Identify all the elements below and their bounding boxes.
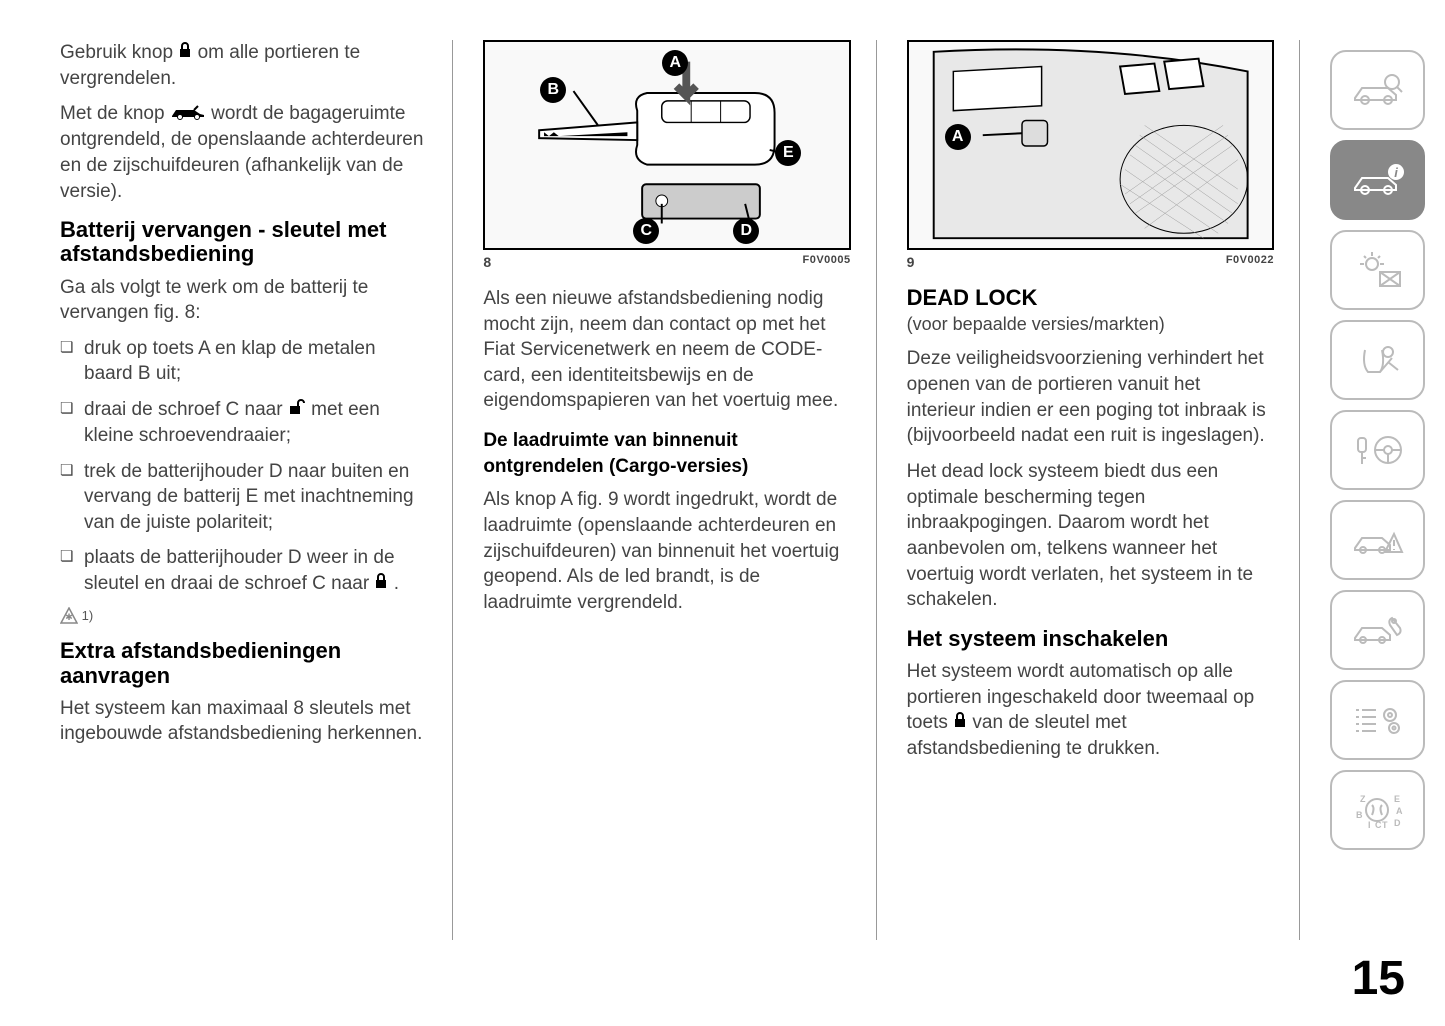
paragraph: Het systeem kan maximaal 8 sleutels met … — [60, 696, 427, 747]
column-1: Gebruik knop om alle portieren te vergre… — [60, 40, 453, 940]
figure-number: 8 — [483, 253, 491, 272]
text: . — [394, 573, 399, 594]
sidebar-tab-inspect[interactable] — [1330, 50, 1425, 130]
list-item: draai de schroef C naar met een kleine s… — [60, 397, 427, 448]
lock-icon — [178, 40, 192, 66]
instruction-list: druk op toets A en klap de metalen baard… — [60, 336, 427, 597]
figure-number: 9 — [907, 253, 915, 272]
figure-9-door-panel: A — [907, 40, 1274, 250]
svg-text:B: B — [1356, 810, 1363, 820]
figure-code: F0V0005 — [803, 253, 851, 272]
heading-extra-remotes: Extra afstandsbedieningen aanvragen — [60, 639, 427, 687]
figure-caption: 9 F0V0022 — [907, 253, 1274, 272]
svg-text:D: D — [1394, 818, 1401, 828]
heading-battery-replace: Batterij vervangen - sleutel met afstand… — [60, 218, 427, 266]
list-item: trek de batterijhouder D naar buiten en … — [60, 459, 427, 536]
subtitle: (voor bepaalde versies/markten) — [907, 312, 1274, 336]
svg-text:T: T — [1382, 820, 1388, 830]
car-trunk-icon — [170, 102, 206, 128]
footnote-text: 1) — [82, 608, 94, 623]
lock-icon — [374, 571, 388, 597]
paragraph: Als een nieuwe afstandsbediening nodig m… — [483, 286, 850, 414]
list-item: druk op toets A en klap de metalen baard… — [60, 336, 427, 387]
svg-text:I: I — [1368, 820, 1371, 830]
subheading-cargo: De laadruimte van binnenuit ontgrendelen… — [483, 428, 850, 479]
svg-text:A: A — [1396, 806, 1403, 816]
svg-text:i: i — [1394, 165, 1398, 180]
paragraph: Gebruik knop om alle portieren te vergre… — [60, 40, 427, 91]
svg-text:✱: ✱ — [65, 612, 73, 622]
svg-text:C: C — [1375, 820, 1382, 830]
figure-8-key: A B C D E — [483, 40, 850, 250]
figure-label-a: A — [945, 124, 971, 150]
paragraph: Ga als volgt te werk om de batterij te v… — [60, 275, 427, 326]
text: Met de knop — [60, 103, 170, 124]
paragraph: Het dead lock systeem biedt dus een opti… — [907, 459, 1274, 613]
sidebar-tab-service[interactable] — [1330, 590, 1425, 670]
sidebar-tab-info[interactable]: i — [1330, 140, 1425, 220]
text: Gebruik knop — [60, 42, 178, 63]
sidebar-tab-key-wheel[interactable] — [1330, 410, 1425, 490]
page-number: 15 — [1352, 951, 1405, 1006]
heading-enable-system: Het systeem inschakelen — [907, 627, 1274, 651]
unlock-icon — [288, 397, 306, 423]
sidebar-nav: i Z E B A ICTD — [1330, 40, 1425, 940]
warning-icon: ✱ — [60, 607, 78, 625]
paragraph: Deze veiligheidsvoorziening verhindert h… — [907, 346, 1274, 449]
text: plaats de batterijhouder D weer in de sl… — [84, 547, 395, 594]
sidebar-tab-lights[interactable] — [1330, 230, 1425, 310]
svg-text:E: E — [1394, 794, 1400, 804]
heading-dead-lock: DEAD LOCK — [907, 286, 1274, 310]
svg-text:Z: Z — [1360, 794, 1366, 804]
paragraph: Met de knop wordt de bagageruimte ontgre… — [60, 101, 427, 204]
list-item: plaats de batterijhouder D weer in de sl… — [60, 545, 427, 596]
paragraph: Het systeem wordt automatisch op alle po… — [907, 659, 1274, 762]
figure-code: F0V0022 — [1226, 253, 1274, 272]
footnote: ✱ 1) — [60, 607, 427, 626]
paragraph: Als knop A fig. 9 wordt ingedrukt, wordt… — [483, 487, 850, 615]
sidebar-tab-warning[interactable] — [1330, 500, 1425, 580]
sidebar-tab-seat[interactable] — [1330, 320, 1425, 400]
column-3: A 9 F0V0022 DEAD LOCK (voor bepaalde ver… — [907, 40, 1300, 940]
column-2: A B C D E 8 F0V0005 Als een nieuwe afsta… — [483, 40, 876, 940]
sidebar-tab-index[interactable]: Z E B A ICTD — [1330, 770, 1425, 850]
sidebar-tab-settings-list[interactable] — [1330, 680, 1425, 760]
figure-caption: 8 F0V0005 — [483, 253, 850, 272]
lock-icon — [953, 710, 967, 736]
text: draai de schroef C naar — [84, 399, 288, 420]
